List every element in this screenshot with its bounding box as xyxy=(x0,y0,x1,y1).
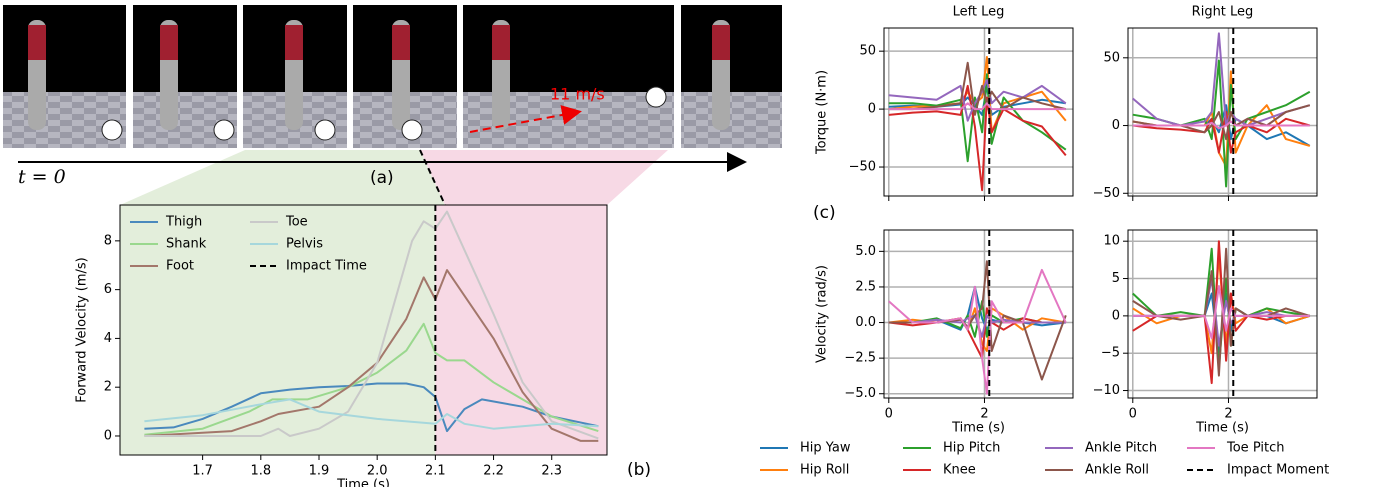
x-tick-label: 0 xyxy=(885,407,893,422)
speed-label: 11 m/s xyxy=(550,85,605,104)
y-tick-label: 0 xyxy=(1112,118,1120,133)
legend-label: Pelvis xyxy=(286,237,323,252)
y-tick-label: 5.0 xyxy=(855,244,876,259)
x-tick-label: 2.0 xyxy=(367,464,388,479)
photo-strip xyxy=(3,5,782,148)
y-tick-label: 0.0 xyxy=(855,315,876,330)
legend-label: Impact Moment xyxy=(1227,463,1329,478)
legend-label: Knee xyxy=(943,463,976,478)
y-tick-label: −5.0 xyxy=(844,386,876,401)
legend-label: Foot xyxy=(166,259,194,274)
y-tick-label: 6 xyxy=(104,282,112,297)
legend-label: Hip Pitch xyxy=(943,441,1000,456)
chart-title: Left Leg xyxy=(953,5,1005,20)
y-tick-label: 0 xyxy=(868,102,876,117)
legend-label: Toe Pitch xyxy=(1226,441,1284,456)
series-line xyxy=(889,57,1066,132)
x-tick-label: 2 xyxy=(980,407,988,422)
frame xyxy=(463,5,674,148)
y-tick-label: 5 xyxy=(1112,271,1120,286)
x-tick-label: 1.7 xyxy=(192,464,213,479)
y-axis-label: Torque (N·m) xyxy=(815,70,830,155)
series-line xyxy=(889,270,1066,394)
zoom-region xyxy=(420,150,668,205)
y-tick-label: 50 xyxy=(1103,50,1120,65)
y-tick-label: −2.5 xyxy=(844,351,876,366)
y-tick-label: 2.5 xyxy=(855,279,876,294)
figure: t = 0 (a) 11 m/s (b) (c) 1.7 1.8 1.9 2.0 2.1… xyxy=(0,0,1375,487)
x-axis-label: Time (s) xyxy=(1195,421,1249,436)
frame xyxy=(3,5,126,148)
y-tick-label: 4 xyxy=(104,331,112,346)
y-tick-label: 0 xyxy=(104,428,112,443)
frame xyxy=(353,5,457,148)
legend-label: Hip Roll xyxy=(800,463,849,478)
y-tick-label: 0 xyxy=(1112,308,1120,323)
legend-label: Toe xyxy=(285,215,308,230)
x-axis-label: Time (s) xyxy=(336,478,390,487)
legend-label: Hip Yaw xyxy=(800,441,851,456)
y-tick-label: −50 xyxy=(1093,186,1120,201)
y-tick-label: 2 xyxy=(104,380,112,395)
x-tick-label: 1.9 xyxy=(309,464,330,479)
y-tick-label: −10 xyxy=(1093,383,1120,398)
time-start: t = 0 xyxy=(18,166,66,188)
panel-label: (c) xyxy=(813,203,836,223)
legend-label: Ankle Pitch xyxy=(1085,441,1157,456)
frame xyxy=(133,5,237,148)
x-tick-label: 0 xyxy=(1129,407,1137,422)
chart-title: Right Leg xyxy=(1192,5,1254,20)
y-axis-label: Forward Velocity (m/s) xyxy=(75,257,90,403)
legend-label: Thigh xyxy=(165,215,202,230)
y-tick-label: −5 xyxy=(1101,346,1120,361)
frame xyxy=(243,5,347,148)
panel-label: (a) xyxy=(370,168,394,188)
x-tick-label: 1.8 xyxy=(250,464,271,479)
x-tick-label: 2.2 xyxy=(483,464,504,479)
zoom-region xyxy=(120,150,445,205)
y-axis-label: Velocity (rad/s) xyxy=(815,265,830,363)
y-tick-label: −50 xyxy=(849,160,876,175)
legend-label: Impact Time xyxy=(286,259,367,274)
y-tick-label: 10 xyxy=(1103,234,1120,249)
panel-label: (b) xyxy=(627,460,651,480)
legend-label: Ankle Roll xyxy=(1085,463,1149,478)
y-tick-label: 8 xyxy=(104,233,112,248)
legend-label: Shank xyxy=(166,237,207,252)
x-tick-label: 2.3 xyxy=(541,464,562,479)
y-tick-label: 50 xyxy=(859,44,876,59)
x-axis-label: Time (s) xyxy=(951,421,1005,436)
x-tick-label: 2 xyxy=(1224,407,1232,422)
x-tick-label: 2.1 xyxy=(425,464,446,479)
frame xyxy=(681,5,782,148)
